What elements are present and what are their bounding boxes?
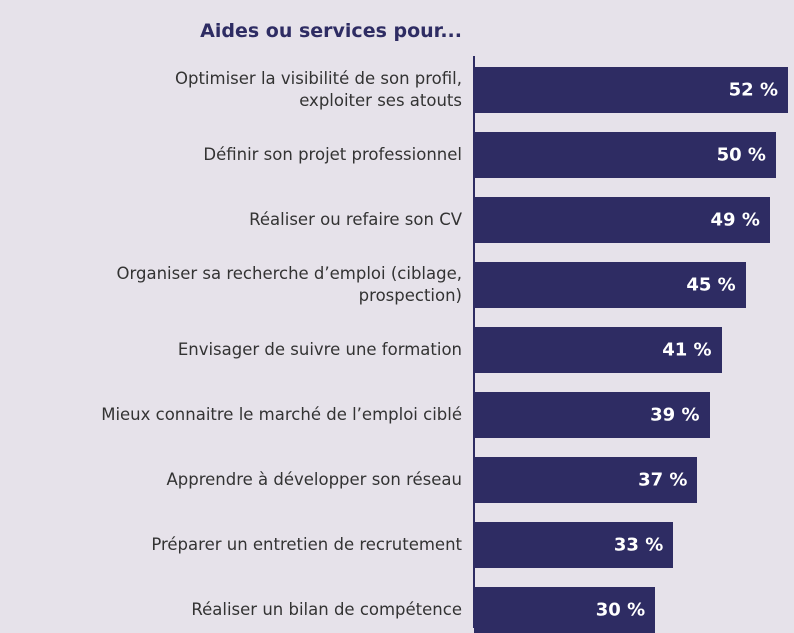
data-label: 45 % (686, 274, 736, 296)
chart-title: Aides ou services pour... (200, 20, 462, 42)
category-label: Réaliser un bilan de compétence (191, 600, 462, 619)
bar (474, 457, 698, 503)
category-label: Envisager de suivre une formation (177, 340, 462, 359)
category-label: Organiser sa recherche d’emploi (ciblage… (116, 264, 463, 305)
bar (474, 132, 776, 178)
bar (474, 67, 788, 113)
bar (474, 587, 656, 633)
category-label: Apprendre à développer son réseau (166, 470, 462, 489)
category-label: Réaliser ou refaire son CV (249, 210, 462, 229)
data-label: 41 % (662, 339, 712, 361)
axis-line (473, 56, 475, 628)
data-label: 30 % (595, 599, 646, 621)
data-label: 52 % (728, 79, 778, 101)
category-label: Mieux connaitre le marché de l’emploi ci… (101, 405, 462, 424)
bar (474, 197, 770, 243)
bar (474, 392, 710, 438)
data-label: 49 % (710, 209, 760, 231)
data-label: 33 % (613, 534, 664, 556)
category-label: Préparer un entretien de recrutement (151, 535, 462, 554)
bar (474, 522, 674, 568)
data-label: 37 % (638, 469, 688, 491)
bar (474, 327, 722, 373)
category-label: Optimiser la visibilité de son profil, e… (175, 69, 462, 110)
data-label: 50 % (716, 144, 766, 166)
data-label: 39 % (650, 404, 700, 426)
category-label: Définir son projet professionnel (203, 145, 462, 164)
bar (474, 262, 746, 308)
